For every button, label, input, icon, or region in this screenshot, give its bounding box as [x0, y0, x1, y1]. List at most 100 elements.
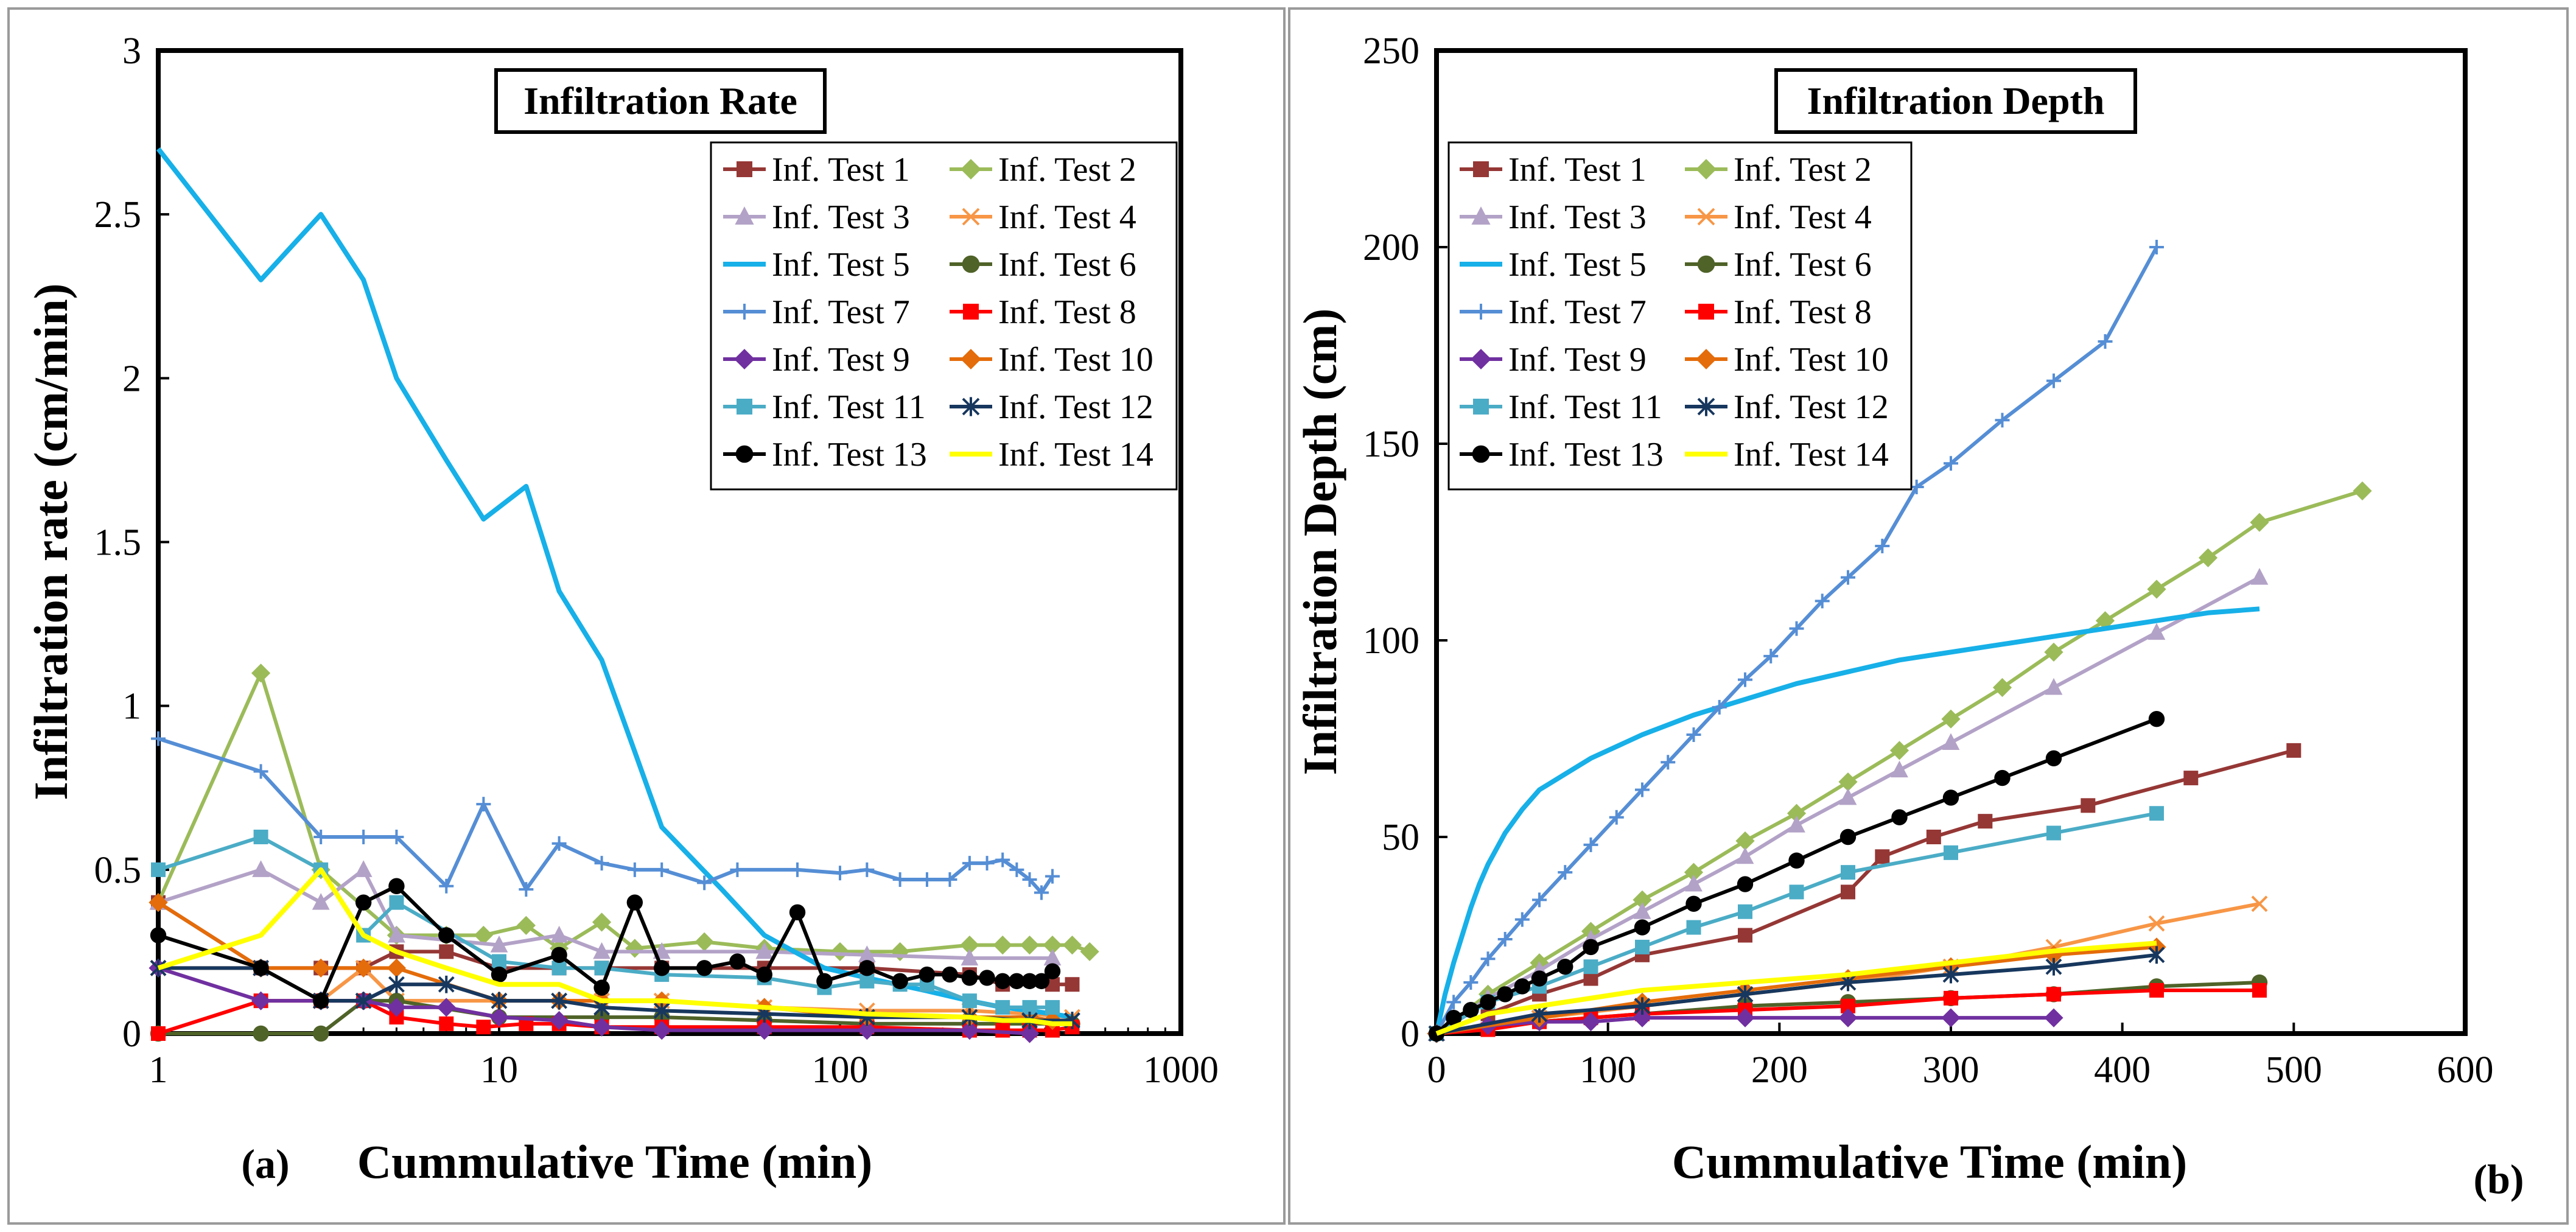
data-point — [1944, 990, 1958, 1006]
panel-b: 0 50 100 150 200 250 0 100 200 300 400 500 600 Cummu… — [1288, 7, 2569, 1225]
data-point — [859, 862, 875, 877]
data-point — [1841, 570, 1855, 585]
legend-item-inf-test-13: Inf. Test 13 — [723, 436, 927, 474]
series-line-inf-test-7 — [1435, 246, 2158, 1035]
legend-item-inf-test-12: Inf. Test 12 — [1685, 388, 1889, 426]
legend-item-inf-test-1: Inf. Test 1 — [1460, 151, 1647, 189]
data-point — [1514, 978, 1531, 995]
data-point — [960, 936, 979, 955]
data-point — [438, 927, 455, 943]
data-point — [1080, 942, 1099, 962]
data-point — [1633, 890, 1652, 909]
data-point — [892, 973, 908, 990]
legend-marker — [1697, 397, 1715, 416]
legend-marker — [1698, 304, 1714, 320]
data-point — [476, 797, 491, 812]
legend-label: Inf. Test 1 — [1508, 151, 1647, 189]
y-tick-label: 3 — [122, 30, 141, 72]
data-point — [251, 663, 271, 683]
data-point — [1685, 895, 1702, 912]
legend-label: Inf. Test 9 — [772, 341, 910, 379]
data-point — [1944, 456, 1958, 471]
data-point — [892, 872, 908, 887]
data-point — [2148, 946, 2165, 964]
data-point — [519, 882, 534, 897]
data-point — [1020, 936, 1040, 955]
data-point — [961, 948, 979, 966]
legend-marker — [737, 304, 752, 320]
legend-label: Inf. Test 7 — [1508, 293, 1647, 331]
data-point — [995, 852, 1010, 867]
legend-marker — [961, 349, 981, 369]
data-point — [830, 942, 850, 962]
legend-item-inf-test-2: Inf. Test 2 — [950, 151, 1136, 189]
data-point — [1020, 1024, 1040, 1043]
data-point — [695, 932, 714, 951]
data-point — [1062, 936, 1082, 955]
data-point — [790, 862, 805, 877]
data-point — [2044, 642, 2063, 662]
legend-item-inf-test-4: Inf. Test 4 — [950, 198, 1136, 236]
legend-label: Inf. Test 10 — [998, 341, 1153, 379]
data-point — [653, 1001, 670, 1020]
legend-label: Inf. Test 8 — [1734, 293, 1872, 331]
data-point — [439, 1016, 454, 1031]
data-point — [355, 992, 372, 1010]
data-point — [1737, 985, 1754, 1003]
data-point — [1838, 1008, 1858, 1027]
data-point — [962, 856, 977, 871]
data-point — [1891, 760, 1908, 778]
data-point — [859, 973, 875, 989]
x-tick-label: 0 — [1427, 1049, 1446, 1091]
data-point — [1445, 1009, 1462, 1026]
legend-marker — [962, 208, 980, 226]
data-point — [388, 878, 405, 894]
y-tick-label: 200 — [1363, 227, 1419, 268]
data-point — [1034, 885, 1049, 900]
y-tick-label: 150 — [1363, 424, 1419, 465]
legend-item-inf-test-1: Inf. Test 1 — [723, 151, 910, 189]
data-point — [551, 947, 567, 964]
data-point — [436, 998, 456, 1017]
data-point — [1789, 884, 1804, 900]
series-inf-test-5 — [1434, 606, 2260, 1034]
legend-marker — [1697, 208, 1715, 226]
data-point — [755, 1021, 774, 1040]
legend-label: Inf. Test 11 — [772, 388, 926, 426]
data-point — [253, 830, 268, 844]
data-point — [1841, 884, 1855, 900]
x-tick-label: 400 — [2094, 1049, 2151, 1091]
data-point — [1789, 621, 1804, 636]
data-point — [891, 942, 910, 962]
panel-b-series — [1427, 240, 2372, 1043]
data-point — [592, 1017, 612, 1037]
data-point — [1043, 948, 1062, 966]
data-point — [476, 1020, 491, 1035]
data-point — [355, 894, 372, 911]
y-tick-label: 1.5 — [94, 522, 142, 564]
legend-label: Inf. Test 13 — [1508, 436, 1664, 474]
legend-item-inf-test-8: Inf. Test 8 — [1685, 293, 1872, 331]
data-point — [942, 966, 958, 983]
series-line-inf-test-14 — [157, 867, 1073, 1026]
series-line-inf-test-14 — [1435, 940, 2157, 1036]
data-point — [979, 970, 995, 986]
data-point — [2147, 579, 2166, 599]
data-point — [1686, 727, 1701, 743]
legend-marker — [1696, 159, 1717, 180]
data-point — [354, 958, 373, 978]
legend-marker — [962, 255, 980, 273]
data-point — [2045, 750, 2062, 767]
y-tick-label: 0 — [1401, 1013, 1419, 1055]
data-point — [438, 975, 455, 993]
data-point — [1633, 1008, 1652, 1027]
data-point — [474, 925, 493, 945]
data-point — [1839, 828, 1857, 845]
data-point — [1497, 931, 1513, 947]
series-inf-test-2 — [1427, 481, 2372, 1043]
data-point — [149, 893, 168, 912]
data-point — [1009, 973, 1025, 990]
panel-b-title-box — [1774, 68, 2137, 134]
x-tick-label: 1 — [149, 1049, 168, 1091]
legend-item-inf-test-14: Inf. Test 14 — [1685, 436, 1889, 474]
